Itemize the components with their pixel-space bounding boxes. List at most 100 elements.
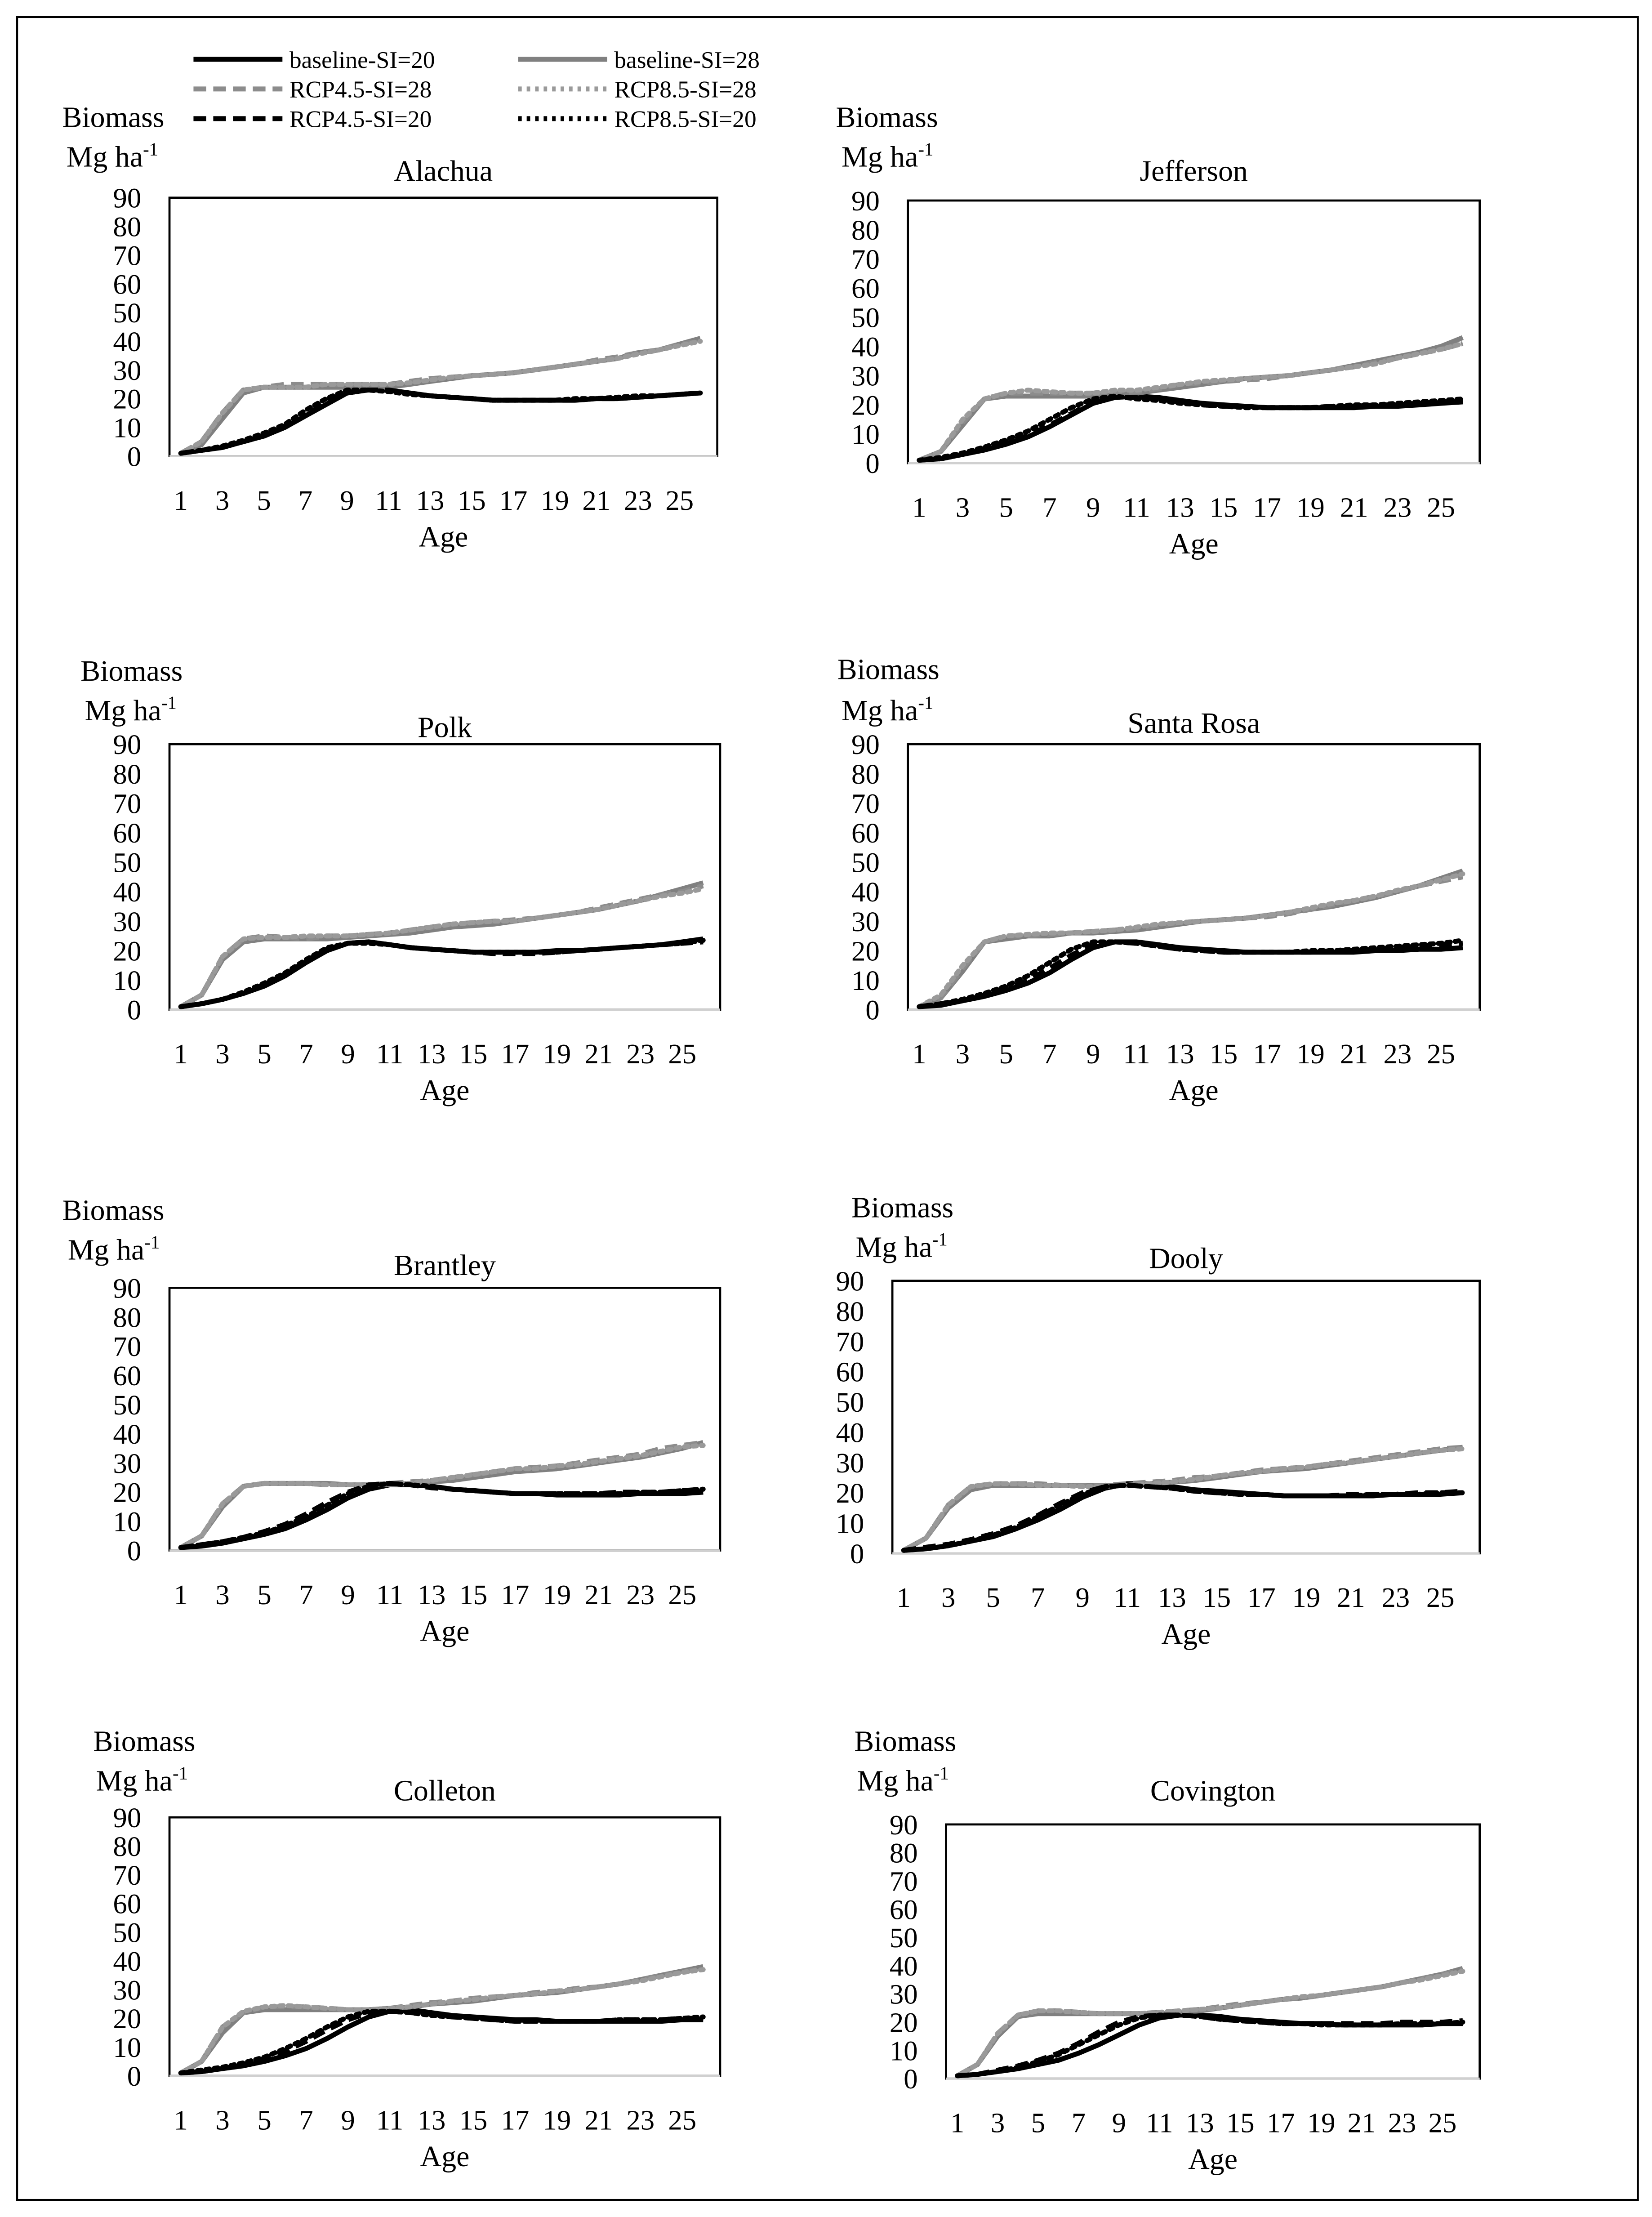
x-axis-label: Age [420, 1074, 470, 1107]
y-tick-label: 40 [851, 331, 880, 363]
x-tick-label: 19 [543, 1579, 571, 1610]
plot-area [168, 743, 721, 1011]
x-tick-label: 5 [257, 1579, 271, 1610]
y-axis-unit-exponent: -1 [932, 1229, 948, 1249]
x-tick-label: 1 [174, 1579, 187, 1610]
y-tick-label: 60 [113, 1360, 141, 1392]
y-tick-label: 0 [865, 448, 879, 479]
x-tick-label: 19 [1307, 2107, 1336, 2139]
y-tick-label: 0 [904, 2063, 917, 2095]
y-tick-label: 50 [113, 1389, 141, 1421]
series-line-r85_28 [917, 871, 1465, 1009]
chart-alachua: Biomass Mg ha-1 Alachua 0102030405060708090… [62, 101, 719, 553]
y-axis-unit-base: Mg ha [842, 141, 918, 174]
x-tick-label: 17 [501, 2104, 530, 2136]
y-tick-label: 60 [836, 1356, 864, 1388]
y-tick-label: 90 [113, 1272, 141, 1304]
x-tick-label: 15 [459, 1579, 488, 1610]
y-tick-label: 80 [890, 1838, 918, 1869]
y-tick-label: 10 [113, 965, 141, 996]
x-tick-label: 1 [950, 2107, 964, 2139]
x-tick-label: 11 [1146, 2107, 1173, 2139]
x-tick-label: 1 [174, 485, 187, 516]
y-axis-label: Biomass [80, 655, 183, 687]
x-tick-label: 25 [665, 485, 694, 516]
x-axis-label: Age [1161, 1618, 1211, 1650]
x-tick-label: 21 [1340, 492, 1368, 523]
y-axis-unit: Mg ha-1 [855, 1229, 947, 1263]
y-tick-label: 80 [836, 1296, 864, 1327]
x-tick-label: 17 [499, 485, 527, 516]
x-tick-label: 13 [1166, 1038, 1194, 1070]
chart-title: Colleton [394, 1774, 496, 1807]
chart-jefferson: Biomass Mg ha-1 Jefferson 01020304050607080… [836, 101, 1481, 560]
x-tick-label: 3 [941, 1582, 955, 1613]
x-tick-label: 7 [299, 1038, 313, 1070]
x-tick-label: 5 [257, 485, 271, 516]
y-tick-label: 10 [851, 419, 880, 450]
x-tick-label: 13 [1186, 2107, 1214, 2139]
y-tick-label: 20 [890, 2007, 918, 2039]
x-tick-label: 25 [1429, 2107, 1457, 2139]
y-axis-unit-exponent: -1 [918, 139, 933, 159]
x-tick-label: 15 [458, 485, 486, 516]
x-tick-label: 11 [1123, 492, 1150, 523]
x-tick-label: 3 [215, 485, 229, 516]
x-tick-label: 23 [1381, 1582, 1410, 1613]
x-axis-label: Age [1169, 527, 1219, 560]
y-tick-label: 90 [836, 1266, 864, 1297]
y-tick-label: 50 [113, 297, 141, 329]
y-tick-label: 60 [851, 817, 880, 849]
y-tick-label: 60 [851, 273, 880, 304]
y-axis-unit-exponent: -1 [934, 1763, 949, 1783]
series-line-r85_20 [178, 937, 706, 1009]
y-axis-unit: Mg ha-1 [67, 139, 158, 173]
x-tick-label: 5 [999, 1038, 1013, 1070]
x-tick-label: 1 [897, 1582, 911, 1613]
y-axis-unit-base: Mg ha [842, 694, 918, 727]
plot-area [945, 1823, 1481, 2080]
x-tick-label: 23 [626, 1579, 655, 1610]
x-tick-label: 17 [1267, 2107, 1295, 2139]
x-tick-label: 23 [1383, 1038, 1412, 1070]
x-tick-label: 1 [912, 1038, 926, 1070]
x-axis-label: Age [1169, 1074, 1219, 1107]
y-axis-unit-exponent: -1 [161, 693, 177, 713]
x-tick-label: 23 [626, 2104, 655, 2136]
x-tick-label: 19 [1296, 1038, 1325, 1070]
y-tick-label: 40 [851, 876, 880, 908]
x-tick-label: 5 [986, 1582, 1000, 1613]
y-tick-label: 30 [890, 1979, 918, 2010]
y-tick-label: 80 [113, 758, 141, 790]
x-tick-label: 9 [340, 485, 354, 516]
y-tick-label: 10 [113, 412, 141, 444]
y-tick-label: 80 [851, 214, 880, 246]
x-tick-label: 21 [584, 1579, 613, 1610]
y-tick-label: 30 [113, 355, 141, 386]
x-tick-label: 11 [1123, 1038, 1150, 1070]
y-tick-label: 10 [113, 1506, 141, 1538]
x-tick-label: 7 [299, 2104, 313, 2136]
x-tick-label: 11 [376, 1038, 403, 1070]
y-axis-label: Biomass [62, 101, 164, 134]
y-axis-unit-exponent: -1 [173, 1763, 188, 1783]
y-tick-label: 90 [113, 1802, 141, 1833]
x-tick-label: 5 [257, 2104, 271, 2136]
y-tick-label: 40 [890, 1950, 918, 1982]
y-tick-label: 70 [851, 788, 880, 819]
x-tick-label: 19 [1292, 1582, 1320, 1613]
x-tick-label: 25 [668, 1579, 696, 1610]
x-tick-label: 13 [416, 485, 445, 516]
y-axis-unit: Mg ha-1 [842, 139, 933, 173]
x-tick-label: 5 [257, 1038, 271, 1070]
y-tick-label: 70 [113, 1331, 141, 1362]
y-tick-label: 0 [127, 1535, 141, 1567]
y-tick-label: 10 [113, 2032, 141, 2063]
x-axis-label: Age [419, 520, 468, 553]
x-tick-label: 3 [215, 2104, 229, 2136]
y-axis-unit-base: Mg ha [67, 141, 143, 174]
x-tick-label: 17 [501, 1579, 530, 1610]
series-line-r85_20 [178, 1481, 706, 1550]
y-axis-label: Biomass [836, 101, 938, 134]
